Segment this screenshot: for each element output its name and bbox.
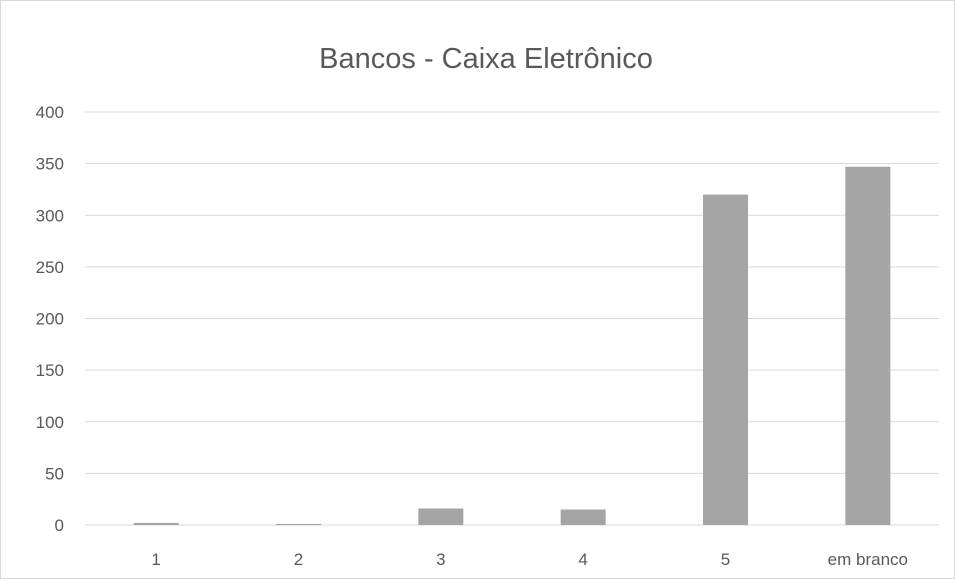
y-axis-tick-labels: 0 50 100 150 200 250 300 350 400 <box>36 103 64 535</box>
x-tick-label: em branco <box>828 550 908 569</box>
y-tick-label: 300 <box>36 206 64 225</box>
y-tick-label: 0 <box>55 516 64 535</box>
bar-5 <box>703 194 748 525</box>
x-tick-label: 2 <box>294 550 303 569</box>
y-tick-label: 50 <box>45 464 64 483</box>
chart-title: Bancos - Caixa Eletrônico <box>319 43 653 75</box>
y-tick-label: 100 <box>36 413 64 432</box>
x-tick-label: 5 <box>721 550 730 569</box>
y-tick-label: 250 <box>36 258 64 277</box>
bars <box>133 166 891 525</box>
x-axis-tick-labels: 1 2 3 4 5 em branco <box>151 550 908 569</box>
x-tick-label: 4 <box>578 550 587 569</box>
gridlines <box>85 111 939 526</box>
x-tick-label: 1 <box>151 550 160 569</box>
y-tick-label: 200 <box>36 310 64 329</box>
y-tick-label: 150 <box>36 361 64 380</box>
bar-3 <box>418 508 464 525</box>
bar-1 <box>133 522 179 525</box>
bar-6 <box>845 166 891 525</box>
x-tick-label: 3 <box>436 550 445 569</box>
y-tick-label: 350 <box>36 155 64 174</box>
bar-2 <box>276 523 321 525</box>
bar-4 <box>560 509 606 525</box>
y-tick-label: 400 <box>36 103 64 122</box>
